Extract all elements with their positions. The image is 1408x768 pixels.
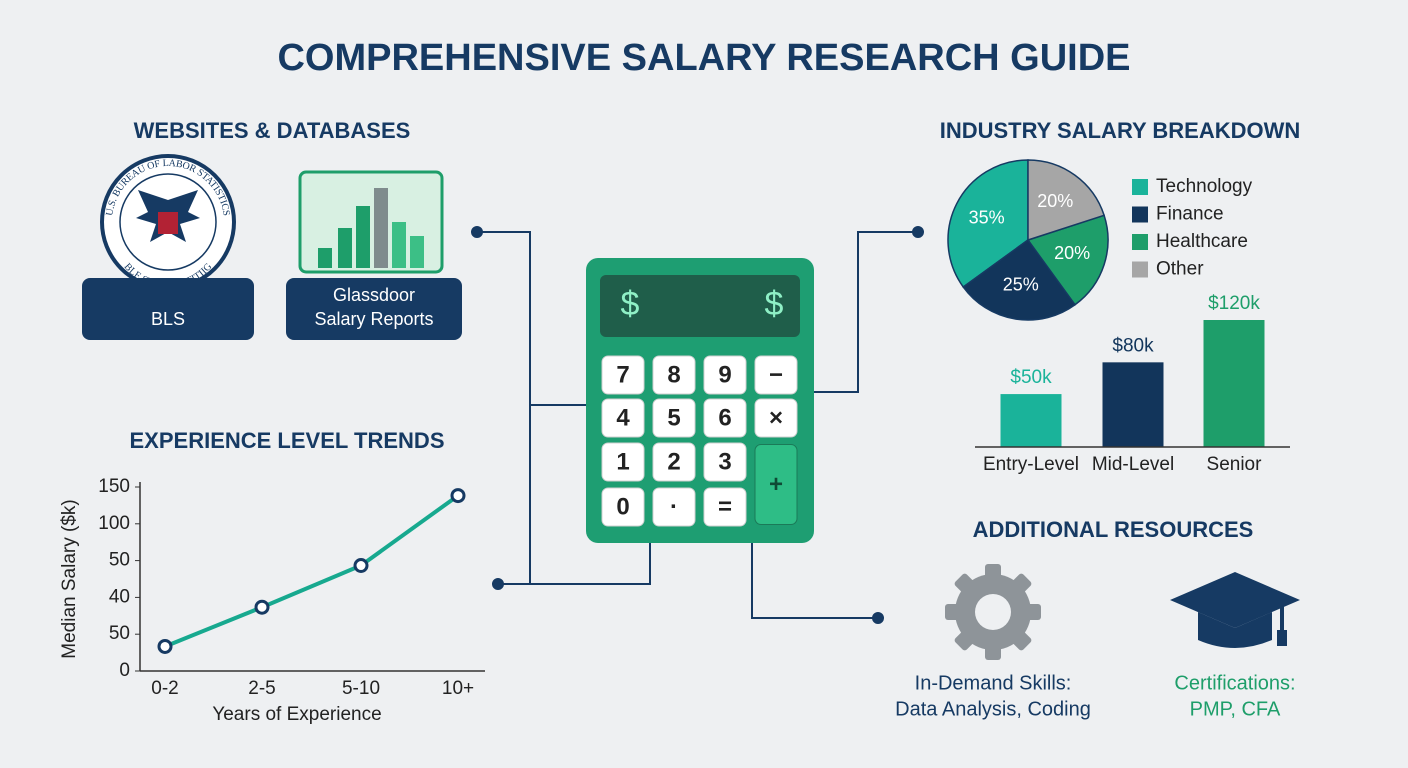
value-label: $80k [1112,335,1154,356]
resource-text: In-Demand Skills: [915,672,1072,694]
label: Glassdoor [333,285,415,305]
calc-key [703,398,747,438]
calc-key [703,355,747,395]
calc-key-label: 3 [718,448,731,475]
calc-key [754,444,798,525]
legend-label: Technology [1156,176,1253,197]
calc-key [652,487,696,527]
calc-key [601,398,645,438]
bar [1203,320,1265,447]
point [353,558,369,574]
value-label: $50k [1010,367,1052,388]
point [450,488,466,504]
page-title: COMPREHENSIVE SALARY RESEARCH GUIDE [277,37,1130,79]
label: BLS [151,309,185,329]
y-tick-label: 50 [109,623,130,644]
value-label: 20% [1054,243,1090,263]
point [157,638,173,654]
calc-key [601,487,645,527]
legend-label: Other [1156,259,1204,280]
section-title: WEBSITES & DATABASES [134,118,411,143]
calc-key-label: − [769,361,783,388]
x-tick-label: 10+ [442,678,474,699]
y-tick-label: 100 [98,513,130,534]
resource-text: Certifications: [1174,672,1295,694]
pie-slice [962,238,1077,321]
display-symbol: $ [765,285,784,323]
section-title: EXPERIENCE LEVEL TRENDS [130,428,445,453]
x-tick-label: 0-2 [151,678,178,699]
y-axis-label: Median Salary ($k) [59,499,80,658]
bar [1000,394,1062,447]
x-tick-label: 5-10 [342,678,380,699]
value-label: 20% [1037,191,1073,211]
calc-key-label: + [769,471,783,498]
calc-key-label: × [769,404,783,431]
y-tick-label: 150 [98,476,130,497]
calc-key [652,442,696,482]
x-tick-label: Senior [1207,454,1263,475]
legend-swatch [1132,206,1148,223]
legend-swatch [1132,179,1148,195]
pie-slice [947,159,1029,289]
legend-swatch [1132,234,1148,250]
calc-key-label: 2 [667,448,680,475]
y-tick-label: 40 [109,586,130,607]
calc-key [652,398,696,438]
label: Salary Reports [314,309,433,329]
resource-text: Data Analysis, Coding [895,698,1091,720]
section-title: ADDITIONAL RESOURCES [973,517,1254,542]
value-label: $120k [1208,293,1260,314]
calc-key [652,355,696,395]
x-tick-label: Mid-Level [1092,454,1174,475]
label-box [286,278,462,340]
point [254,599,270,615]
pie-slice [1027,159,1106,242]
calc-key-label: 6 [718,404,731,431]
section-title: INDUSTRY SALARY BREAKDOWN [940,118,1301,143]
calc-key [754,355,798,395]
legend-label: Finance [1156,204,1224,225]
calc-key-label: 1 [616,448,629,475]
y-tick-label: 0 [119,660,130,681]
cap-icon [1170,572,1300,648]
calculator: $ $ 7 8 9 − 4 5 6 × 1 2 3 +0 · = [586,258,814,543]
glassdoor-card [298,170,444,274]
calc-key-label: = [718,493,732,520]
calc-key-label: · [670,493,678,520]
calc-key-label: 5 [667,404,680,431]
bls-seal: U.S. BUREAU OF LABOR STATISTICS BLE STYL… [100,154,236,291]
connectors [471,226,924,624]
calc-key-label: 0 [616,493,629,520]
calc-key-label: 8 [667,361,680,388]
y-tick-label: 50 [109,550,130,571]
x-tick-label: 2-5 [248,678,275,699]
calc-key-label: 7 [616,361,629,388]
bar [1102,362,1164,447]
x-axis-label: Years of Experience [212,704,381,725]
display-symbol: $ [621,285,640,323]
legend-label: Healthcare [1156,231,1248,252]
line [164,493,460,649]
label-box [82,278,254,340]
value-label: 25% [1003,275,1039,295]
calc-key [703,442,747,482]
calc-key-label: 4 [616,404,630,431]
x-tick-label: Entry-Level [983,454,1079,475]
gear-icon [945,564,1041,660]
calc-key-label: 9 [718,361,731,388]
pie-slice [1026,214,1109,306]
legend-swatch [1132,261,1148,278]
calc-key [601,355,645,395]
value-label: 35% [969,208,1005,228]
calc-key [703,487,747,527]
calc-key [601,442,645,482]
calc-key [754,398,798,438]
resource-text: PMP, CFA [1190,698,1281,720]
